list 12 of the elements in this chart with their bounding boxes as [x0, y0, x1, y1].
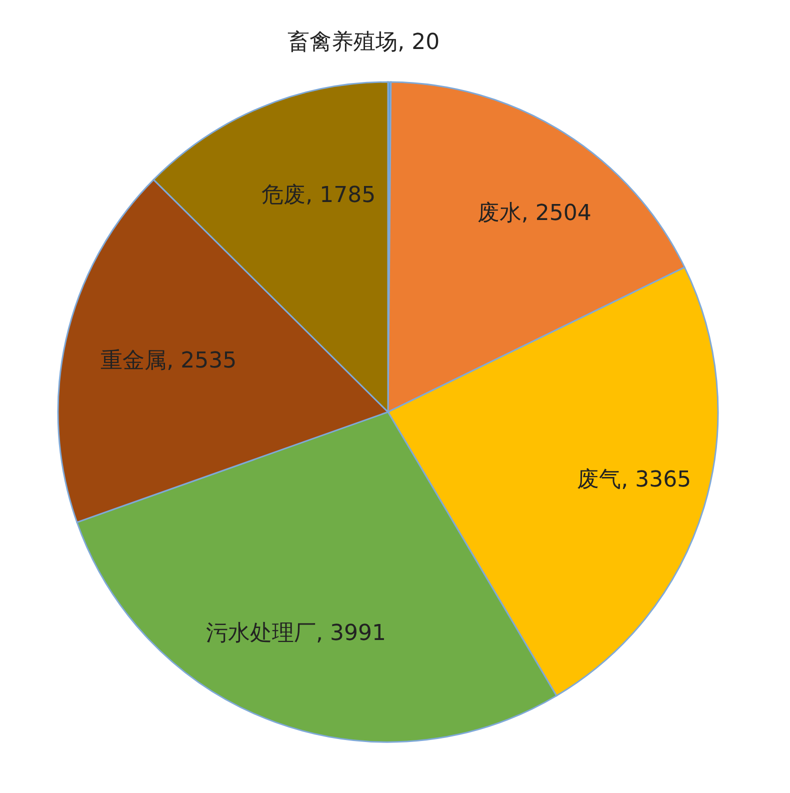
- data-label: , 20: [398, 30, 440, 56]
- slice-label: 畜禽养殖场: [288, 30, 398, 56]
- data-label: , 2504: [521, 201, 592, 226]
- slice-label: 废气: [577, 467, 622, 492]
- slice-label: 污水处理厂: [206, 620, 316, 646]
- slice-label: 重金属: [100, 348, 167, 374]
- data-label: , 1785: [306, 183, 376, 208]
- slice-label: 危废: [262, 183, 306, 208]
- data-label: , 3991: [316, 620, 386, 646]
- data-label: , 3365: [621, 467, 692, 492]
- data-label: , 2535: [166, 348, 237, 374]
- slice-label: 废水: [477, 201, 522, 226]
